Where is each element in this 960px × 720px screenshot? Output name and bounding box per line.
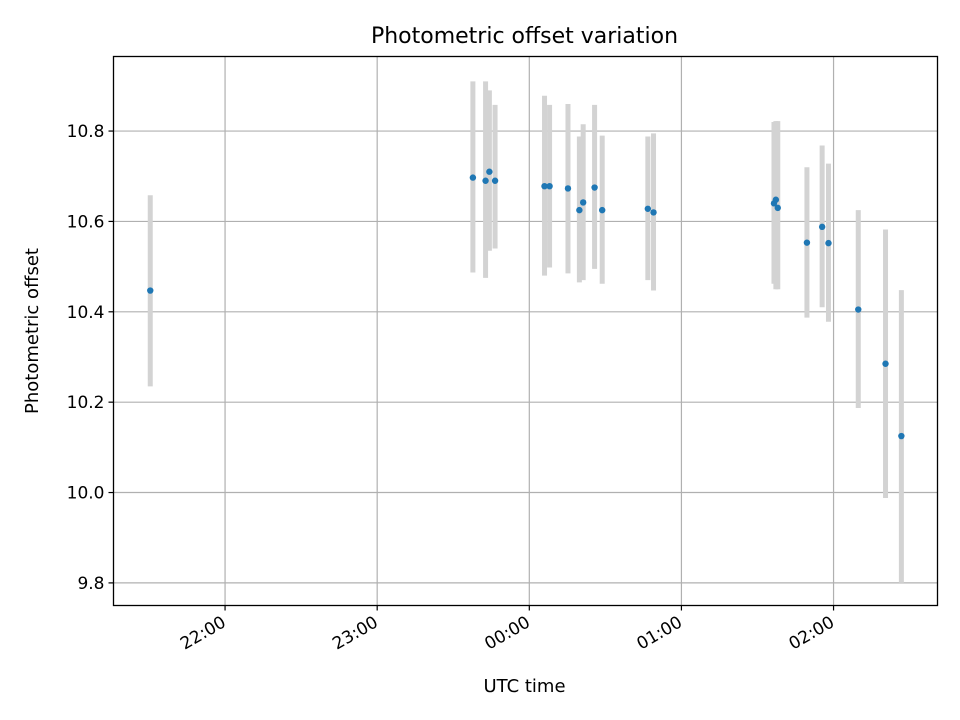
x-tick-label: 01:00 bbox=[633, 613, 685, 655]
data-point bbox=[818, 223, 826, 231]
data-point bbox=[855, 306, 862, 313]
data-point bbox=[576, 206, 583, 214]
data-point bbox=[591, 184, 598, 191]
data-point bbox=[482, 177, 489, 184]
x-tick-label: 00:00 bbox=[481, 613, 533, 655]
data-point bbox=[579, 199, 587, 206]
error-bars bbox=[147, 81, 904, 583]
data-point bbox=[772, 196, 780, 203]
y-tick-label: 9.8 bbox=[77, 574, 104, 594]
data-point bbox=[898, 432, 905, 440]
data-point bbox=[546, 182, 553, 190]
data-point bbox=[486, 168, 493, 175]
data-points bbox=[147, 168, 905, 440]
data-point bbox=[825, 239, 832, 247]
data-point bbox=[469, 174, 477, 181]
data-point bbox=[803, 239, 811, 246]
data-point bbox=[147, 287, 154, 294]
x-tick-label: 02:00 bbox=[786, 613, 838, 655]
y-tick-label: 10.2 bbox=[67, 393, 105, 413]
data-point bbox=[541, 182, 548, 190]
grid-lines bbox=[113, 56, 938, 606]
data-point bbox=[491, 177, 499, 184]
y-axis-label: Photometric offset bbox=[22, 248, 43, 414]
data-point bbox=[882, 360, 889, 367]
data-point bbox=[564, 185, 572, 192]
data-point bbox=[650, 209, 657, 216]
chart-title: Photometric offset variation bbox=[371, 24, 678, 49]
data-point bbox=[598, 206, 606, 214]
plot-frame bbox=[112, 55, 939, 607]
y-tick-label: 10.4 bbox=[67, 303, 105, 323]
x-axis-label: UTC time bbox=[483, 676, 565, 697]
axis-ticks: 22:00 23:00 00:00 01:00 02:00 9.8 10.0 10.2 10.4… bbox=[67, 122, 838, 654]
y-tick-label: 10.6 bbox=[67, 212, 105, 232]
data-point bbox=[644, 205, 652, 212]
y-tick-label: 10.8 bbox=[67, 122, 105, 142]
data-point bbox=[774, 204, 781, 212]
x-tick-label: 23:00 bbox=[329, 613, 381, 655]
x-tick-label: 22:00 bbox=[177, 613, 229, 655]
y-tick-label: 10.0 bbox=[67, 484, 105, 504]
